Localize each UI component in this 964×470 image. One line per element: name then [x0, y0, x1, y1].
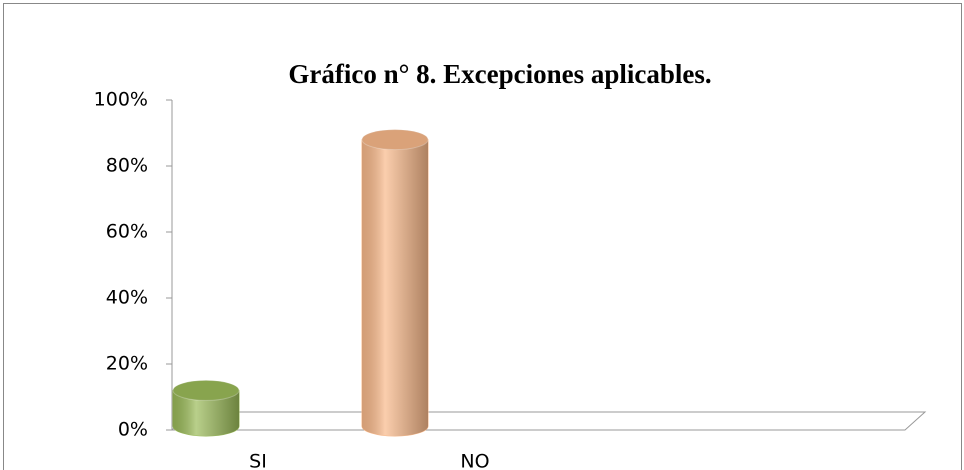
- bar-top: [361, 129, 429, 151]
- floor: [170, 411, 927, 431]
- chart-title: Gráfico n° 8. Excepciones aplicables.: [288, 59, 711, 89]
- x-tick-label: NO: [460, 451, 489, 470]
- y-tick-label: 60%: [106, 221, 148, 243]
- bar-shade: [362, 139, 428, 436]
- y-tick-label: 20%: [106, 353, 148, 375]
- bar-top-shade: [173, 380, 239, 401]
- y-tick-label: 80%: [106, 155, 148, 177]
- y-tick-label: 0%: [118, 419, 148, 441]
- x-tick-label: SI: [249, 451, 267, 470]
- bar-top: [172, 379, 240, 401]
- bar-shade: [173, 390, 239, 436]
- bar-top-shade: [362, 129, 428, 150]
- y-tick-label: 40%: [106, 287, 148, 309]
- chart-frame: [3, 3, 962, 470]
- y-tick-label: 100%: [94, 89, 148, 111]
